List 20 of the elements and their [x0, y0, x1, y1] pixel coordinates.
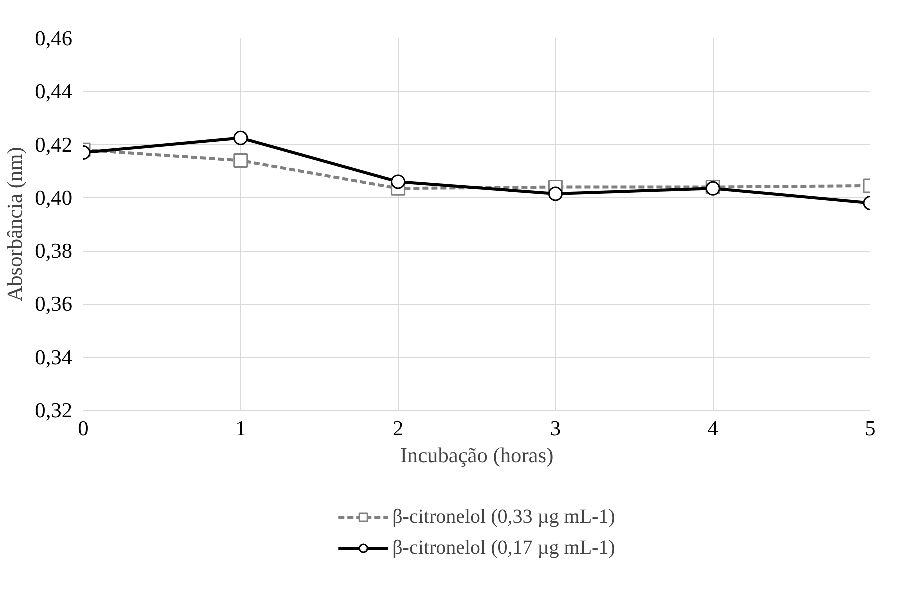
y-tick-label: 0,44: [35, 80, 73, 104]
x-tick-label: 4: [708, 416, 719, 440]
y-tick-label: 0,46: [35, 26, 73, 50]
y-axis-title: Absorbância (nm): [3, 147, 28, 302]
point: [391, 174, 406, 190]
point: [548, 186, 563, 202]
x-tick-label: 2: [392, 416, 404, 440]
x-tick-label: 3: [550, 416, 562, 440]
y-tick-label: 0,38: [35, 239, 73, 264]
legend-label: β-citronelol (0,17 µg mL-1): [392, 536, 616, 560]
x-tick-label: 1: [236, 416, 246, 440]
x-tick-label: 0: [78, 416, 89, 440]
legend-label: β-citronelol (0,33 µg mL-1): [392, 506, 616, 528]
y-tick-label: 0,34: [35, 345, 73, 370]
y-tick-label: 0,42: [35, 132, 73, 157]
x-tick-label: 5: [865, 416, 876, 440]
y-tick-label: 0,40: [35, 186, 73, 210]
x-axis-title: Incubação (horas): [400, 444, 554, 468]
y-tick-label: 0,32: [35, 398, 73, 422]
y-tick-label: 0,36: [35, 292, 73, 316]
